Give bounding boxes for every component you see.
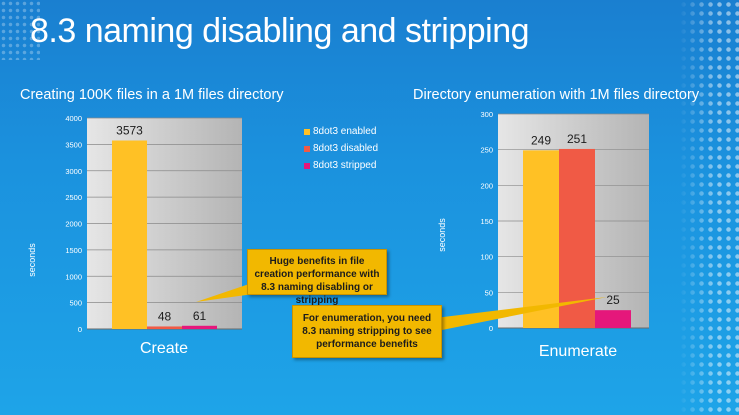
data-label: 3573 bbox=[116, 124, 143, 138]
bar-8dot3-disabled bbox=[147, 326, 182, 329]
legend-swatch bbox=[304, 145, 310, 152]
legend-label: 8dot3 stripped bbox=[313, 160, 377, 171]
category-label: Enumerate bbox=[539, 343, 617, 360]
decorative-dot-pattern-small bbox=[0, 0, 40, 60]
bar-8dot3-enabled bbox=[523, 150, 559, 328]
y-tick-label: 2500 bbox=[65, 193, 82, 202]
legend-swatch bbox=[304, 128, 310, 135]
data-label: 251 bbox=[567, 132, 587, 146]
y-tick-label: 0 bbox=[489, 324, 493, 333]
y-tick-label: 100 bbox=[480, 253, 493, 262]
legend-label: 8dot3 enabled bbox=[313, 126, 377, 137]
data-label: 61 bbox=[193, 309, 207, 323]
y-tick-label: 4000 bbox=[65, 114, 82, 123]
y-tick-label: 3500 bbox=[65, 140, 82, 149]
y-tick-label: 3000 bbox=[65, 167, 82, 176]
y-tick-label: 1000 bbox=[65, 272, 82, 281]
y-axis-label: seconds bbox=[437, 218, 447, 252]
bar-8dot3-stripped bbox=[182, 325, 217, 329]
legend-item: 8dot3 enabled bbox=[304, 123, 378, 140]
legend-swatch bbox=[304, 162, 310, 169]
y-tick-label: 250 bbox=[480, 146, 493, 155]
legend-label: 8dot3 disabled bbox=[313, 143, 379, 154]
bar-8dot3-enabled bbox=[112, 140, 147, 329]
y-tick-label: 2000 bbox=[65, 220, 82, 229]
callout-enumerate-pointer bbox=[435, 297, 607, 330]
y-tick-label: 300 bbox=[480, 110, 493, 119]
right-chart-subtitle: Directory enumeration with 1M files dire… bbox=[413, 87, 700, 103]
y-axis-label: seconds bbox=[27, 243, 37, 277]
decorative-dot-pattern bbox=[679, 0, 739, 415]
callout-enumerate: For enumeration, you need 8.3 naming str… bbox=[292, 305, 442, 358]
y-tick-label: 500 bbox=[69, 299, 82, 308]
bar-8dot3-stripped bbox=[595, 310, 631, 328]
data-label: 25 bbox=[606, 293, 620, 307]
legend-item: 8dot3 stripped bbox=[304, 157, 378, 174]
data-label: 48 bbox=[158, 309, 172, 323]
callout-create: Huge benefits in file creation performan… bbox=[247, 249, 387, 306]
left-chart-subtitle: Creating 100K files in a 1M files direct… bbox=[20, 87, 284, 103]
legend: 8dot3 enabled 8dot3 disabled 8dot3 strippe… bbox=[304, 123, 378, 174]
y-tick-label: 0 bbox=[78, 325, 82, 334]
slide-title: 8.3 naming disabling and stripping bbox=[30, 12, 530, 50]
category-label: Create bbox=[140, 340, 188, 357]
data-label: 249 bbox=[531, 133, 551, 147]
y-tick-label: 200 bbox=[480, 181, 493, 190]
legend-item: 8dot3 disabled bbox=[304, 140, 378, 157]
y-tick-label: 50 bbox=[485, 288, 493, 297]
bar-8dot3-disabled bbox=[559, 148, 595, 328]
y-tick-label: 1500 bbox=[65, 246, 82, 255]
y-tick-label: 150 bbox=[480, 217, 493, 226]
